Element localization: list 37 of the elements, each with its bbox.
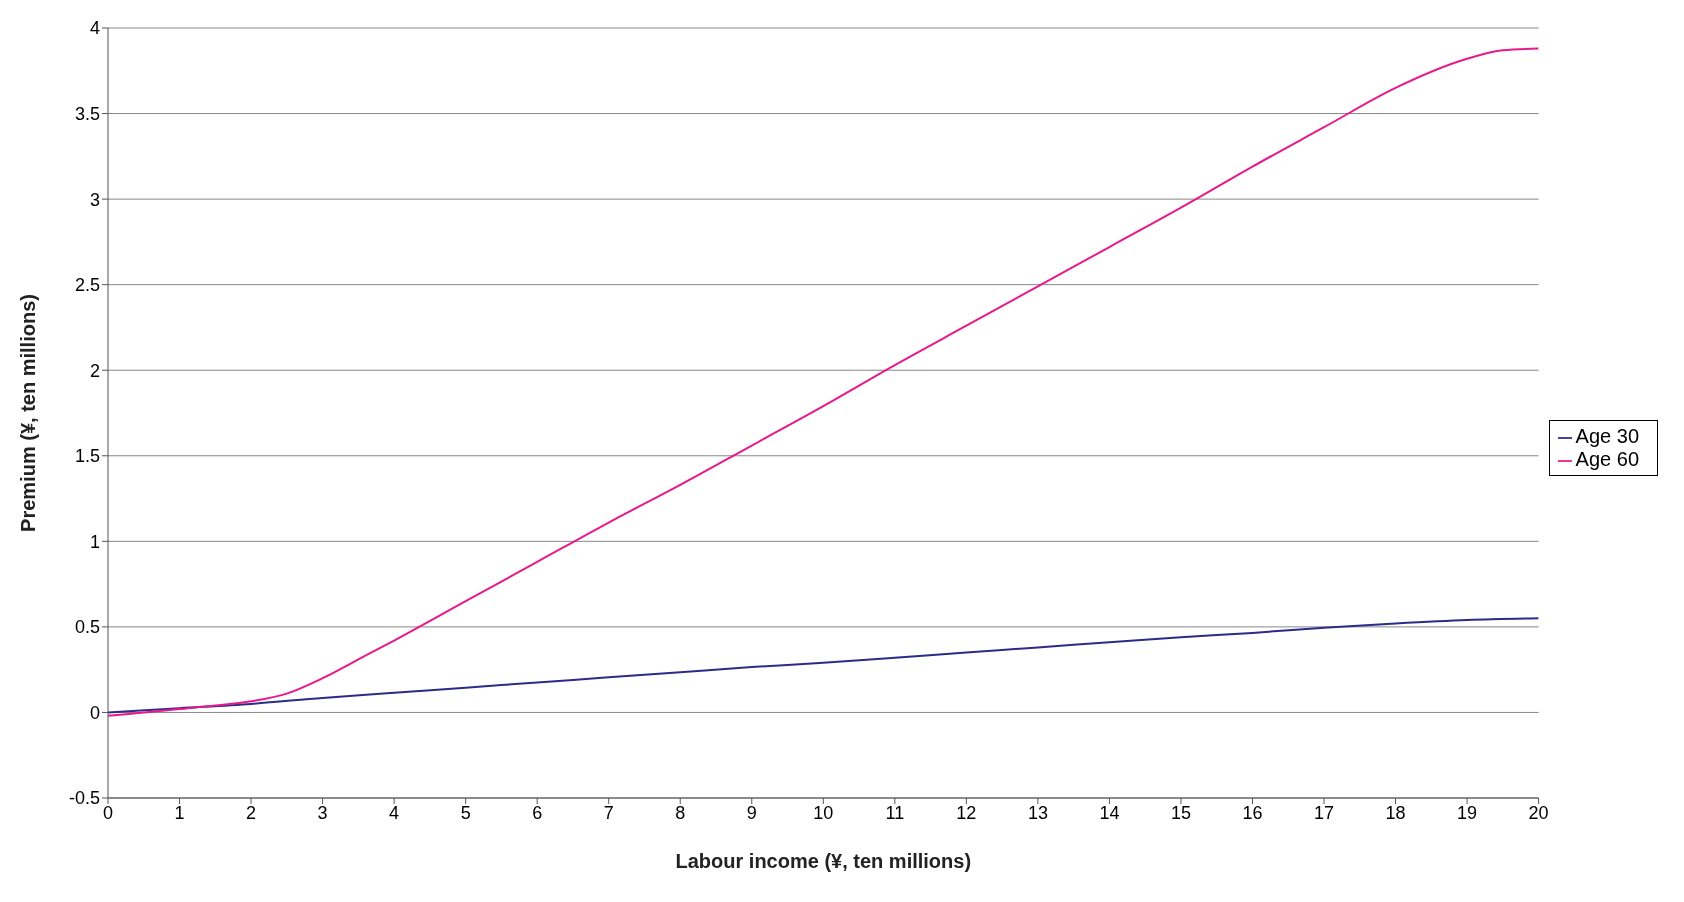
x-tick-label: 6	[532, 802, 543, 823]
x-tick-label: 15	[1170, 802, 1191, 823]
y-tick-label: -0.5	[68, 788, 100, 809]
x-tick-label: 11	[885, 802, 905, 823]
y-axis-title: Premium (¥, ten millions)	[17, 294, 40, 532]
y-tick-label: 2	[89, 360, 100, 381]
x-axis-title: Labour income (¥, ten millions)	[675, 850, 972, 872]
y-tick-label: 4	[89, 18, 100, 39]
x-tick-label: 4	[389, 802, 400, 823]
y-tick-label: 3	[89, 189, 100, 210]
y-tick-label: 0.5	[74, 617, 100, 638]
x-tick-label: 12	[956, 802, 977, 823]
x-tick-label: 5	[460, 802, 471, 823]
x-tick-label: 2	[246, 802, 257, 823]
x-tick-label: 7	[603, 802, 614, 823]
x-tick-label: 14	[1099, 802, 1120, 823]
x-tick-label: 20	[1528, 802, 1549, 823]
y-tick-label: 1	[89, 531, 100, 552]
legend-label: Age 60	[1575, 448, 1639, 470]
x-tick-label: 16	[1242, 802, 1263, 823]
legend-label: Age 30	[1575, 425, 1639, 447]
y-tick-label: 1.5	[74, 446, 100, 467]
x-tick-label: 18	[1385, 802, 1406, 823]
y-tick-label: 3.5	[74, 103, 100, 124]
y-tick-label: 2.5	[74, 275, 100, 296]
x-tick-label: 13	[1027, 802, 1048, 823]
x-tick-label: 19	[1457, 802, 1478, 823]
x-tick-label: 9	[746, 802, 757, 823]
x-tick-label: 10	[813, 802, 834, 823]
x-tick-label: 0	[102, 802, 114, 823]
x-tick-label: 3	[317, 802, 328, 823]
y-tick-label: 0	[89, 702, 100, 723]
x-tick-label: 1	[174, 802, 185, 823]
x-tick-label: 8	[675, 802, 686, 823]
line-series	[108, 47, 1539, 717]
x-tick-label: 17	[1314, 802, 1335, 823]
line-series	[108, 617, 1539, 714]
